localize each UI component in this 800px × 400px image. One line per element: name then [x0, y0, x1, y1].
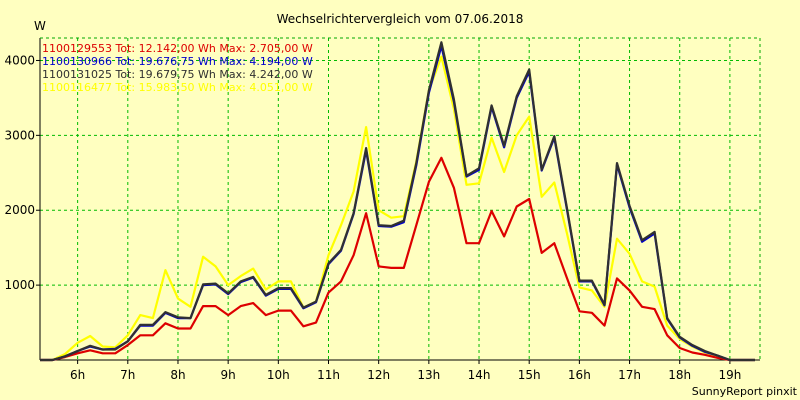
chart-title: Wechselrichtervergleich vom 07.06.2018 — [277, 12, 524, 26]
x-tick-label: 13h — [417, 368, 440, 382]
x-tick-label: 9h — [221, 368, 236, 382]
x-tick-label: 17h — [618, 368, 641, 382]
y-axis-label: W — [34, 19, 46, 33]
y-tick-label: 4000 — [4, 53, 35, 67]
x-tick-label: 6h — [70, 368, 85, 382]
x-tick-label: 16h — [568, 368, 591, 382]
x-tick-label: 15h — [518, 368, 541, 382]
footer-credit: SunnyReport pinxit — [692, 385, 798, 398]
x-tick-label: 12h — [367, 368, 390, 382]
x-tick-label: 19h — [718, 368, 741, 382]
x-tick-label: 11h — [317, 368, 340, 382]
y-axis-ticks: 1000 2000 3000 4000 — [4, 53, 40, 292]
x-tick-label: 14h — [468, 368, 491, 382]
x-axis-ticks: 6h 7h 8h 9h 10h 11h 12h 13h 14h 15h 16h 17h 18h 19h — [70, 360, 741, 382]
series-line-1 — [40, 156, 755, 362]
legend-entry: 1100131025 Tot: 19.679,75 Wh Max: 4.242,… — [42, 68, 313, 81]
series-lines — [40, 41, 755, 362]
series-line-4 — [40, 55, 755, 362]
x-tick-label: 7h — [120, 368, 135, 382]
legend: 1100129553 Tot: 12.142,00 Wh Max: 2.705,… — [42, 42, 313, 94]
legend-entry: 1100130966 Tot: 19.676,75 Wh Max: 4.194,… — [42, 55, 313, 68]
x-tick-label: 18h — [668, 368, 691, 382]
x-tick-label: 10h — [267, 368, 290, 382]
y-tick-label: 1000 — [4, 278, 35, 292]
grid — [40, 38, 760, 360]
series-line-3 — [40, 41, 755, 362]
y-tick-label: 2000 — [4, 203, 35, 217]
x-tick-label: 8h — [170, 368, 185, 382]
y-tick-label: 3000 — [4, 128, 35, 142]
legend-entry: 1100116477 Tot: 15.983,50 Wh Max: 4.051,… — [42, 81, 313, 94]
legend-entry: 1100129553 Tot: 12.142,00 Wh Max: 2.705,… — [42, 42, 313, 55]
plot-frame — [39, 37, 761, 361]
